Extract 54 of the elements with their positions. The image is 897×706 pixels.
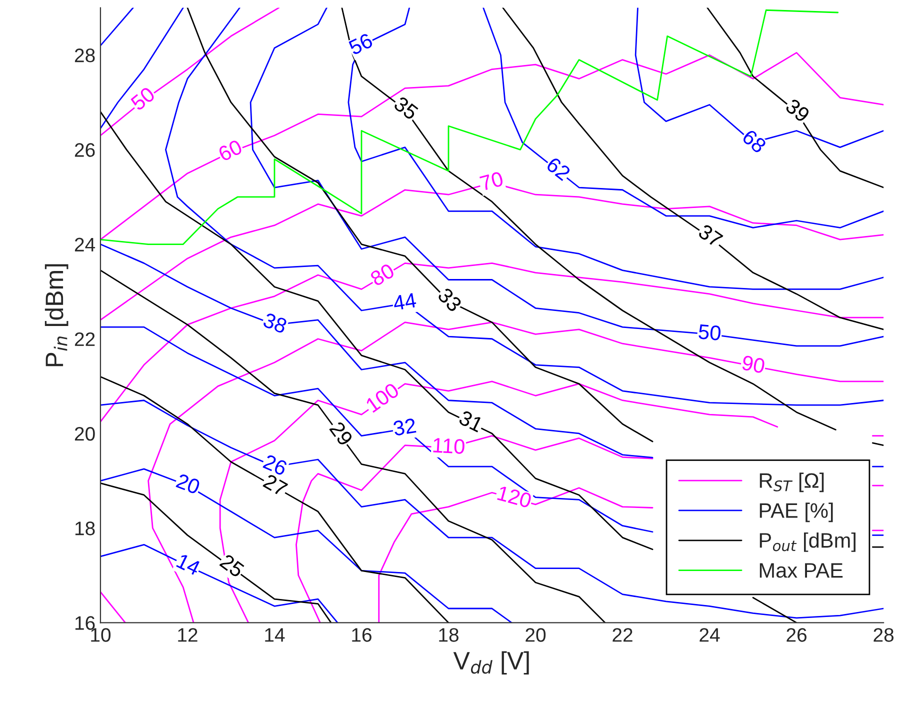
y-tick-label: 16 <box>75 616 95 630</box>
annotation: 29 <box>328 420 354 447</box>
annotation: 60 <box>217 139 244 162</box>
line-series <box>706 8 884 188</box>
legend-label: P$_{out}$ [dBm] <box>760 532 856 552</box>
x-tick-label: 18 <box>439 628 458 642</box>
annotation: 33 <box>436 286 463 313</box>
annotation: 20 <box>176 473 201 495</box>
annotation: 44 <box>392 292 417 311</box>
y-tick-label: 26 <box>74 143 95 157</box>
x-tick-label: 24 <box>700 628 720 642</box>
x-tick-label: 14 <box>265 628 285 642</box>
line-series <box>250 8 884 347</box>
annotation: 50 <box>698 324 722 341</box>
x-tick-label: 16 <box>352 628 372 642</box>
x-tick-label: 26 <box>786 628 806 642</box>
annotation: 70 <box>479 171 504 191</box>
annotation: 37 <box>697 224 724 248</box>
annotation: 62 <box>546 156 572 182</box>
annotation: 80 <box>369 262 396 286</box>
legend-label: PAE [%] <box>760 502 833 522</box>
annotation: 32 <box>392 418 416 436</box>
x-tick-label: 10 <box>91 628 111 642</box>
legend-label: Max PAE <box>760 563 843 578</box>
annotation: 27 <box>262 474 288 497</box>
annotation: 50 <box>130 86 156 112</box>
annotation: 120 <box>497 486 532 508</box>
annotation: 14 <box>176 554 202 576</box>
annotation: 68 <box>741 128 768 154</box>
annotation: 90 <box>742 355 766 374</box>
x-tick-label: 22 <box>612 628 632 642</box>
annotation: 35 <box>393 96 420 120</box>
x-tick-label: 12 <box>178 628 198 642</box>
y-tick-label: 18 <box>75 522 95 536</box>
annotation: 38 <box>262 312 288 334</box>
y-tick-label: 22 <box>74 332 95 346</box>
annotation: 100 <box>365 382 400 413</box>
legend-label: R$_{ST}$ [Ω] <box>760 472 824 492</box>
y-tick-label: 24 <box>74 238 96 252</box>
x-tick-label: 20 <box>526 628 546 642</box>
line-series <box>100 8 184 130</box>
y-tick-label: 28 <box>74 48 95 62</box>
annotation: 31 <box>458 410 484 433</box>
y-axis-title: P$_{in}$ [dBm] <box>44 264 68 366</box>
x-axis-title: V$_{dd}$ [V] <box>453 651 529 675</box>
x-tick-label: 28 <box>874 628 894 642</box>
y-tick-label: 20 <box>74 426 95 441</box>
annotation: 56 <box>348 32 374 56</box>
line-series <box>100 8 280 136</box>
annotation: 26 <box>262 454 288 476</box>
annotation: 39 <box>784 98 811 123</box>
line-series <box>100 544 338 623</box>
line-series <box>100 9 839 245</box>
annotation: 25 <box>219 553 246 578</box>
